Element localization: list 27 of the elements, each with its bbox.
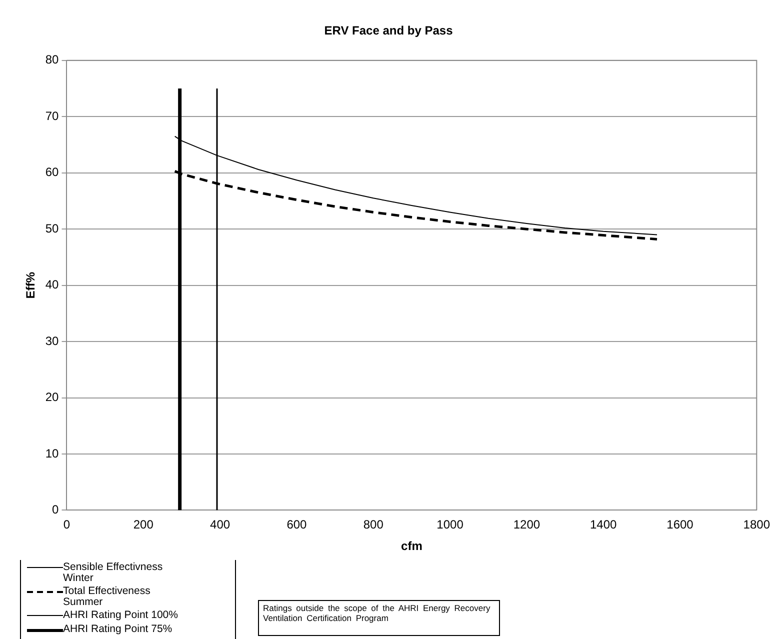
y-tick-label: 20 xyxy=(45,390,60,404)
x-tick-label: 0 xyxy=(63,518,70,532)
x-tick-label: 200 xyxy=(133,518,154,532)
y-tick-label: 30 xyxy=(45,334,60,348)
legend-label: Total Effectiveness Summer xyxy=(63,585,152,608)
x-tick-label: 800 xyxy=(363,518,384,532)
x-tick-label: 1000 xyxy=(436,518,464,532)
y-tick-label: 40 xyxy=(45,278,60,292)
x-tick-label: 400 xyxy=(210,518,230,532)
legend-label: Sensible Effectivness Winter xyxy=(63,561,164,584)
y-tick-label: 70 xyxy=(45,108,60,123)
x-tick-label: 1600 xyxy=(666,518,694,532)
text: Ratings outside the scope of the AHRI Energy Recovery Ventilation Certification Program xyxy=(263,603,492,623)
x-tick-label: 1200 xyxy=(513,518,540,532)
x-axis-title: cfm xyxy=(401,539,422,554)
y-tick-label: 10 xyxy=(45,446,60,460)
x-tick-label: 1800 xyxy=(743,518,770,532)
y-axis-title: Eff% xyxy=(24,272,38,299)
x-tick-label: 600 xyxy=(286,518,308,532)
y-tick-label: 80 xyxy=(45,52,60,67)
legend-label: AHRI Rating Point 100% xyxy=(63,609,179,621)
legend-label: AHRI Rating Point 75% xyxy=(63,622,174,634)
chart-title: ERV Face and by Pass xyxy=(324,24,454,38)
y-tick-label: 50 xyxy=(45,221,60,236)
y-tick-label: 60 xyxy=(45,165,60,180)
y-tick-label: 0 xyxy=(52,502,60,517)
x-tick-label: 1400 xyxy=(590,518,618,532)
